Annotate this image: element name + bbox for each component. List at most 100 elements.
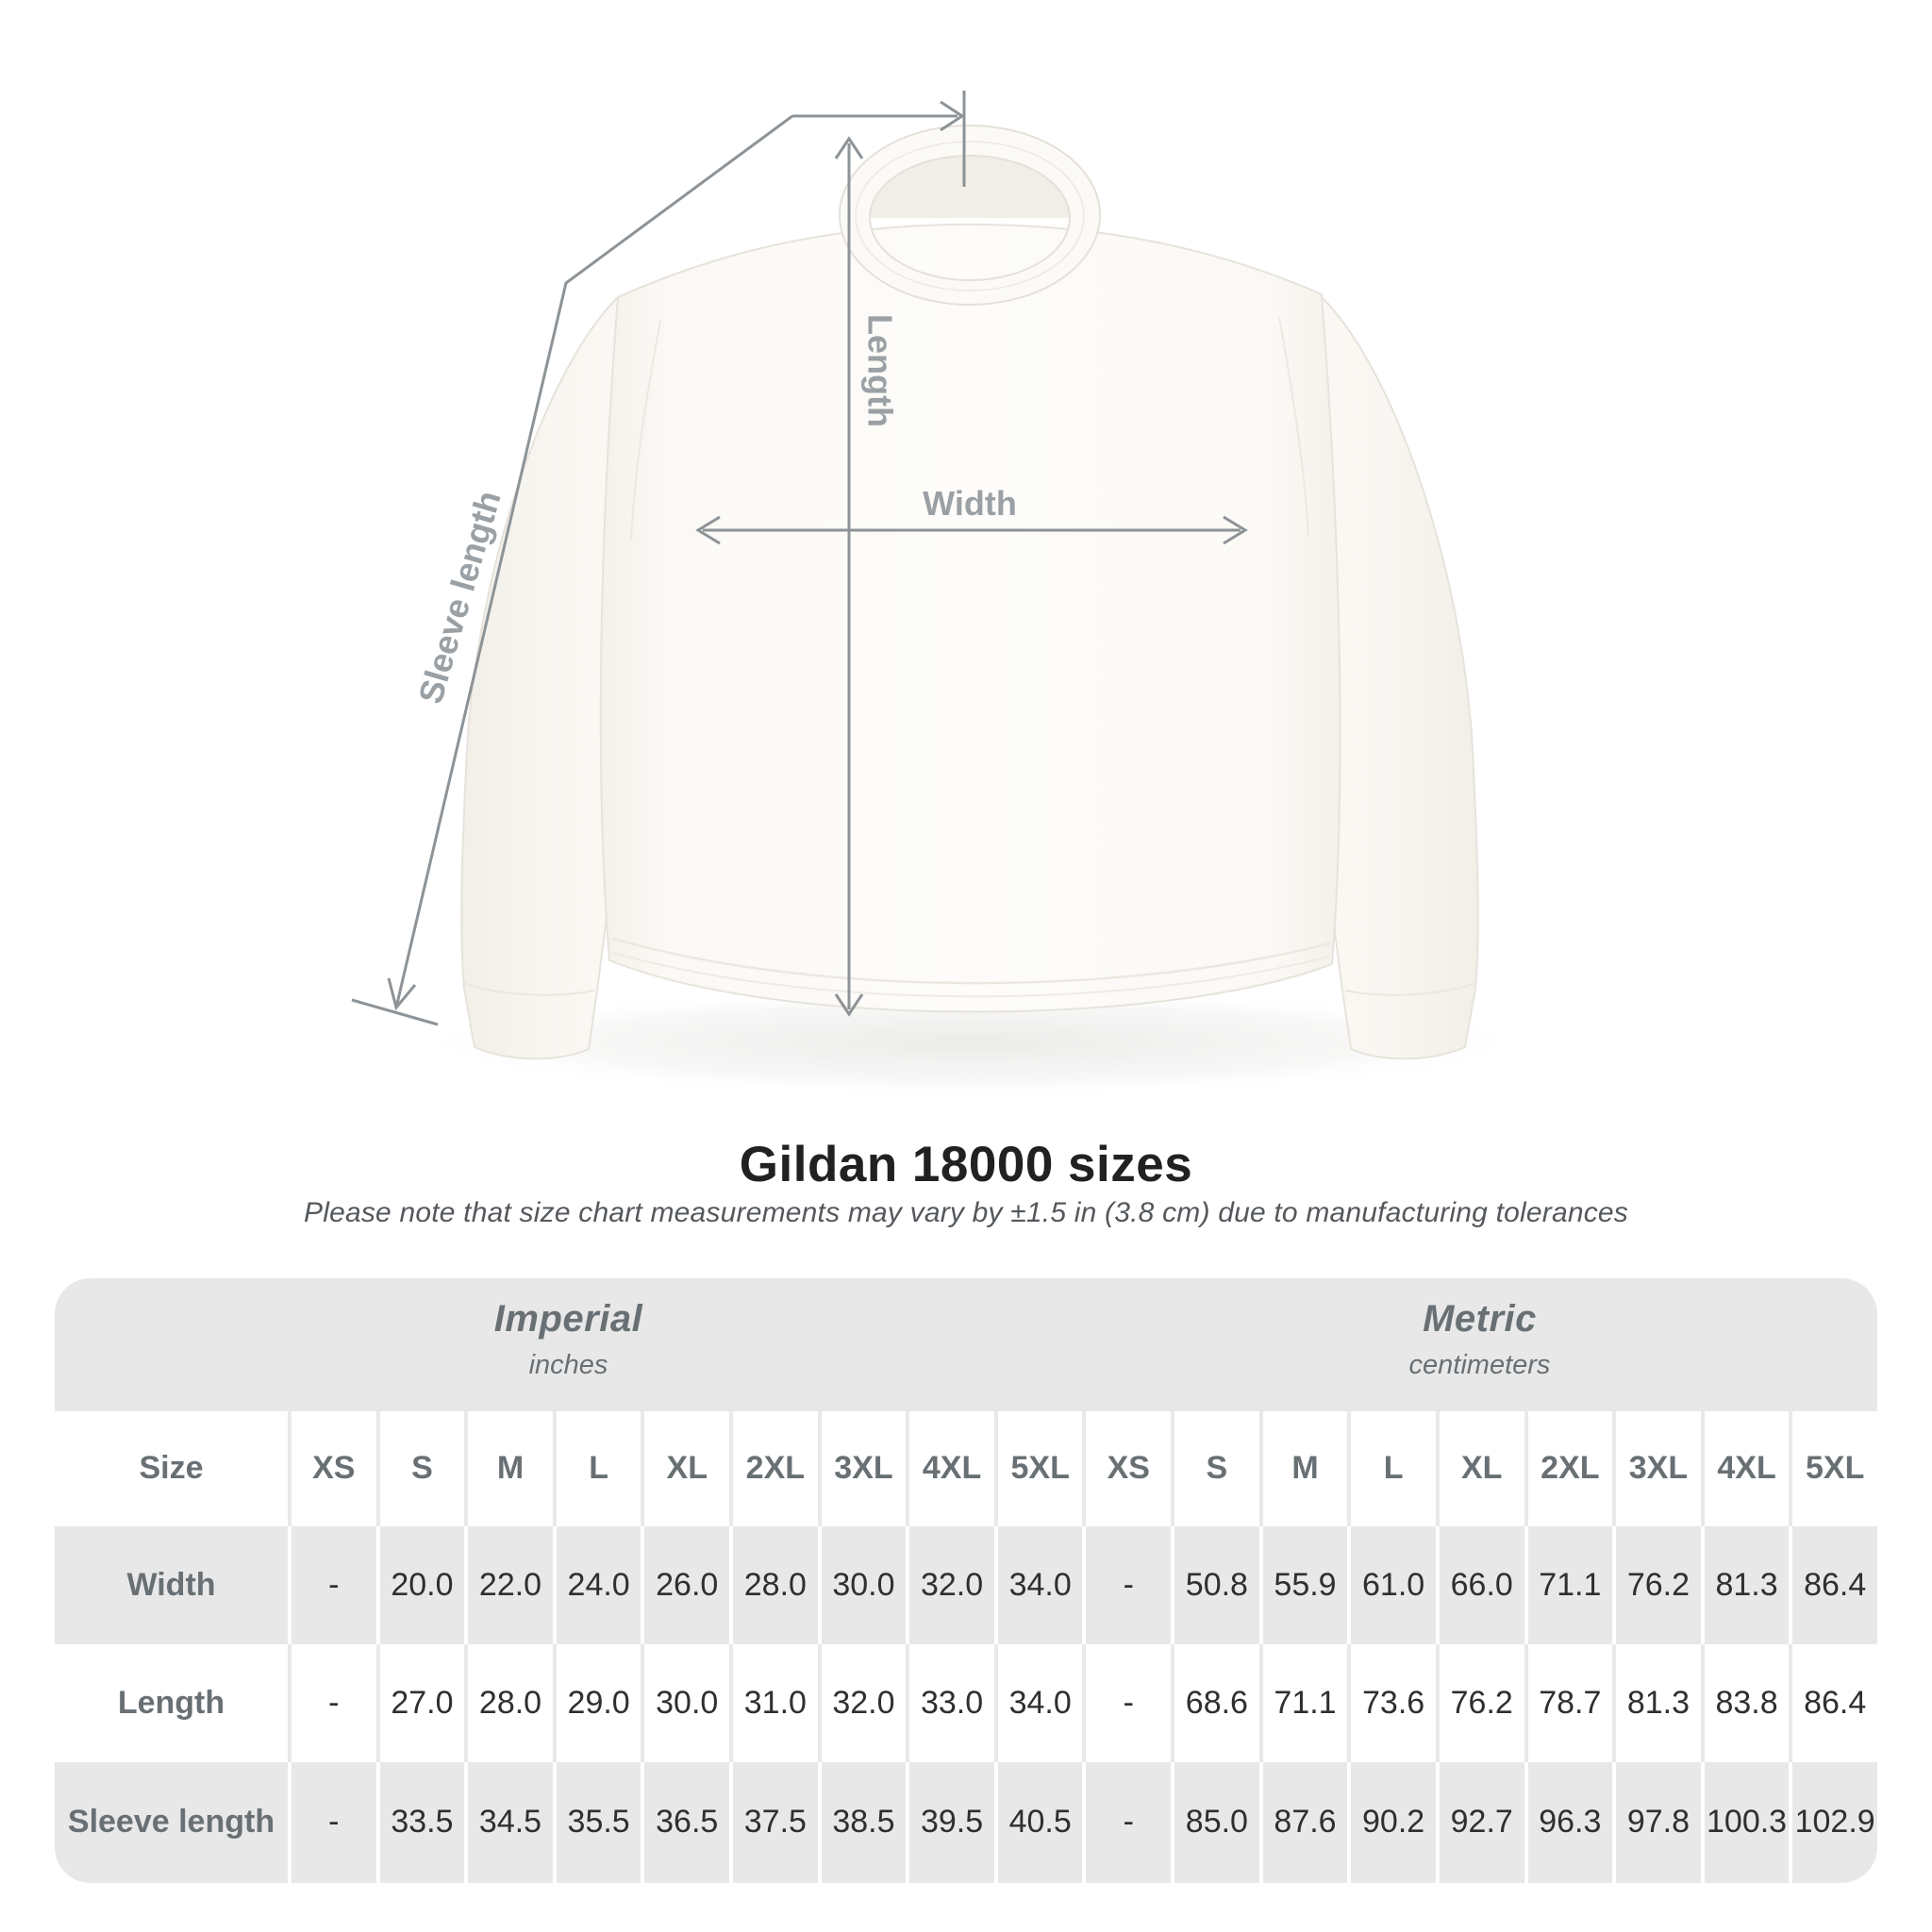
value-cell-metric: 73.6 (1351, 1644, 1436, 1762)
value-cell-metric: 97.8 (1616, 1761, 1701, 1883)
value-cell-metric: 100.3 (1704, 1761, 1790, 1883)
value-cell-imperial: - (291, 1525, 376, 1644)
value-cell-metric: 81.3 (1616, 1644, 1701, 1762)
sweatshirt-body (599, 223, 1341, 1013)
size-header-cell: 2XL (733, 1411, 818, 1526)
value-cell-imperial: - (291, 1761, 376, 1883)
size-header-cell: 5XL (1792, 1411, 1877, 1526)
row-label-cell: Length (117, 1684, 225, 1721)
row-label-cell: Width (55, 1525, 288, 1644)
value-cell-imperial: 35.5 (556, 1761, 641, 1883)
value-cell-imperial: 31.0 (733, 1644, 818, 1762)
metric-sublabel: centimeters (1408, 1350, 1551, 1381)
collar-stitch (855, 141, 1085, 291)
value-cell-imperial: 39.5 (909, 1761, 994, 1883)
unit-group-imperial: Imperial inches (55, 1278, 1082, 1411)
width-label: Width (923, 484, 1017, 523)
table-row: Width -20.0 22.0 24.0 26.0 28.0 30.0 32.0 34.0-5… (55, 1525, 1877, 1644)
value-cell-imperial: 32.0 (909, 1525, 994, 1644)
size-chart-table: Imperial inches Metric centimeters Size X… (55, 1277, 1877, 1883)
width-right-arrowhead-icon (1223, 515, 1248, 545)
value-cell-imperial: 30.0 (644, 1644, 729, 1762)
imperial-label: Imperial (493, 1298, 643, 1341)
value-cell-metric: 86.4 (1792, 1644, 1877, 1762)
value-cell-imperial: 38.5 (821, 1761, 907, 1883)
hem-seam-2 (612, 952, 1330, 998)
size-header-cell: 4XL (909, 1411, 994, 1526)
value-cell-imperial: 20.0 (379, 1525, 465, 1644)
value-cell-metric: 78.7 (1528, 1644, 1613, 1762)
value-cell-imperial: 33.5 (379, 1761, 465, 1883)
size-header-cell: 3XL (1616, 1411, 1701, 1526)
value-cell-metric: 96.3 (1527, 1761, 1613, 1883)
tolerance-note: Please note that size chart measurements… (304, 1196, 1628, 1228)
collar-ring (838, 125, 1102, 306)
length-label: Length (861, 314, 900, 427)
value-cell-imperial: 36.5 (644, 1761, 730, 1883)
value-cell-imperial: 27.0 (380, 1644, 465, 1762)
value-cell-imperial: - (291, 1644, 376, 1762)
value-cell-metric: 71.1 (1527, 1525, 1613, 1644)
table-row: Sleeve length -33.5 34.5 35.5 36.5 37.5 38.5 39… (55, 1761, 1877, 1883)
sweatshirt-diagram-svg: Length Width Sleeve length (351, 91, 1538, 1097)
sleeve-arrowhead-icon (387, 977, 417, 1011)
size-header-cell: L (1351, 1411, 1436, 1526)
table-row: Length -27.0 28.0 29.0 30.0 31.0 32.0 33.0 34.0-… (55, 1643, 1877, 1762)
left-cuff-seam (463, 982, 595, 996)
size-header-cell: 2XL (1528, 1411, 1613, 1526)
value-cell-imperial: 37.5 (733, 1761, 818, 1883)
collar-back-inside (870, 156, 1070, 218)
right-armhole-seam (1278, 316, 1309, 537)
row-label-cell: Sleeve length (55, 1761, 288, 1883)
value-cell-imperial: 28.0 (468, 1644, 553, 1762)
size-header-cell: M (468, 1411, 553, 1526)
left-armhole-seam (630, 320, 661, 541)
unit-group-metric: Metric centimeters (1082, 1278, 1877, 1411)
value-cell-imperial: 34.5 (468, 1761, 553, 1883)
value-cell-imperial: 34.0 (997, 1525, 1083, 1644)
measurement-lines (351, 91, 1248, 1026)
value-cell-metric: 81.3 (1704, 1525, 1790, 1644)
value-cell-metric: 50.8 (1174, 1525, 1259, 1644)
value-cell-metric: 76.2 (1440, 1644, 1524, 1762)
length-down-arrowhead-icon (834, 993, 864, 1017)
size-header-cell: XL (644, 1411, 729, 1526)
value-cell-metric: 55.9 (1262, 1525, 1348, 1644)
value-cell-metric: 87.6 (1262, 1761, 1348, 1883)
metric-label: Metric (1423, 1298, 1537, 1341)
hem-seam (612, 937, 1331, 985)
right-cuff-seam (1344, 982, 1476, 996)
imperial-sublabel: inches (528, 1350, 608, 1381)
value-cell-metric: 76.2 (1616, 1525, 1701, 1644)
size-header-row: Size XS S M L XL 2XL 3XL 4XL 5XL XS S M L XL 2XL 3XL 4XL 5… (55, 1410, 1877, 1526)
garment-shadow (406, 988, 1538, 1097)
value-cell-metric: - (1086, 1525, 1172, 1644)
value-cell-metric: 92.7 (1439, 1761, 1524, 1883)
value-cell-imperial: 34.0 (998, 1644, 1083, 1762)
size-column-label: Size (139, 1450, 204, 1487)
page-title: Gildan 18000 sizes (739, 1137, 1193, 1192)
value-cell-metric: - (1086, 1644, 1171, 1762)
sleeve-end-tick (351, 998, 439, 1026)
value-cell-metric: 85.0 (1174, 1761, 1259, 1883)
unit-group-band: Imperial inches Metric centimeters (55, 1277, 1877, 1411)
value-cell-imperial: 28.0 (733, 1525, 818, 1644)
value-cell-imperial: 32.0 (822, 1644, 907, 1762)
width-left-arrowhead-icon (695, 515, 721, 545)
sweatshirt-measurement-diagram: Length Width Sleeve length (351, 91, 1538, 1097)
value-cell-imperial: 30.0 (821, 1525, 907, 1644)
size-header-cell: S (380, 1411, 465, 1526)
value-cell-metric: 71.1 (1263, 1644, 1348, 1762)
value-cell-imperial: 26.0 (644, 1525, 730, 1644)
chart-heading: Gildan 18000 sizes Please note that size… (0, 1139, 1932, 1229)
value-cell-imperial: 24.0 (556, 1525, 641, 1644)
size-header-cell: XS (291, 1411, 376, 1526)
right-arrowhead-icon (940, 100, 965, 132)
sleeve-length-line (394, 114, 793, 1008)
size-header-cell: L (557, 1411, 641, 1526)
value-cell-metric: 102.9 (1792, 1761, 1877, 1883)
size-header-cell: XS (1086, 1411, 1171, 1526)
length-up-arrowhead-icon (834, 136, 864, 159)
size-header-cell: 5XL (998, 1411, 1083, 1526)
value-cell-imperial: 40.5 (997, 1761, 1083, 1883)
